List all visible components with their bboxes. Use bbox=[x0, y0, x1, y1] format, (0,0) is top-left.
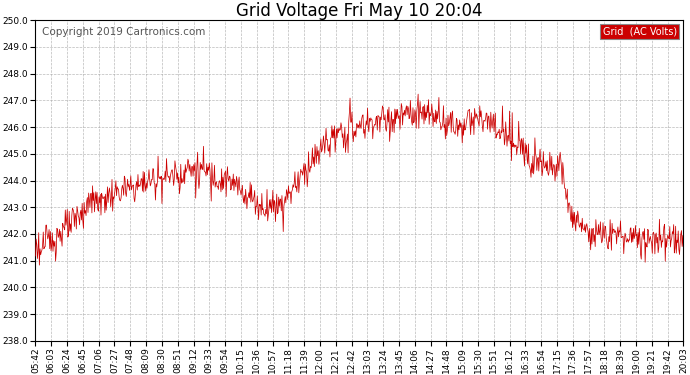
Title: Grid Voltage Fri May 10 20:04: Grid Voltage Fri May 10 20:04 bbox=[236, 2, 483, 20]
Text: Copyright 2019 Cartronics.com: Copyright 2019 Cartronics.com bbox=[42, 27, 206, 37]
Text: Grid  (AC Volts): Grid (AC Volts) bbox=[603, 27, 677, 37]
